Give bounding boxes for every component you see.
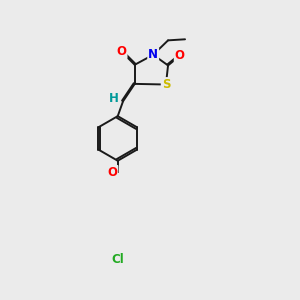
Text: N: N — [148, 48, 158, 61]
Text: H: H — [109, 92, 118, 105]
Text: Cl: Cl — [111, 253, 124, 266]
Text: S: S — [162, 78, 170, 91]
Text: O: O — [117, 45, 127, 58]
Text: O: O — [107, 166, 117, 179]
Text: O: O — [175, 50, 185, 62]
